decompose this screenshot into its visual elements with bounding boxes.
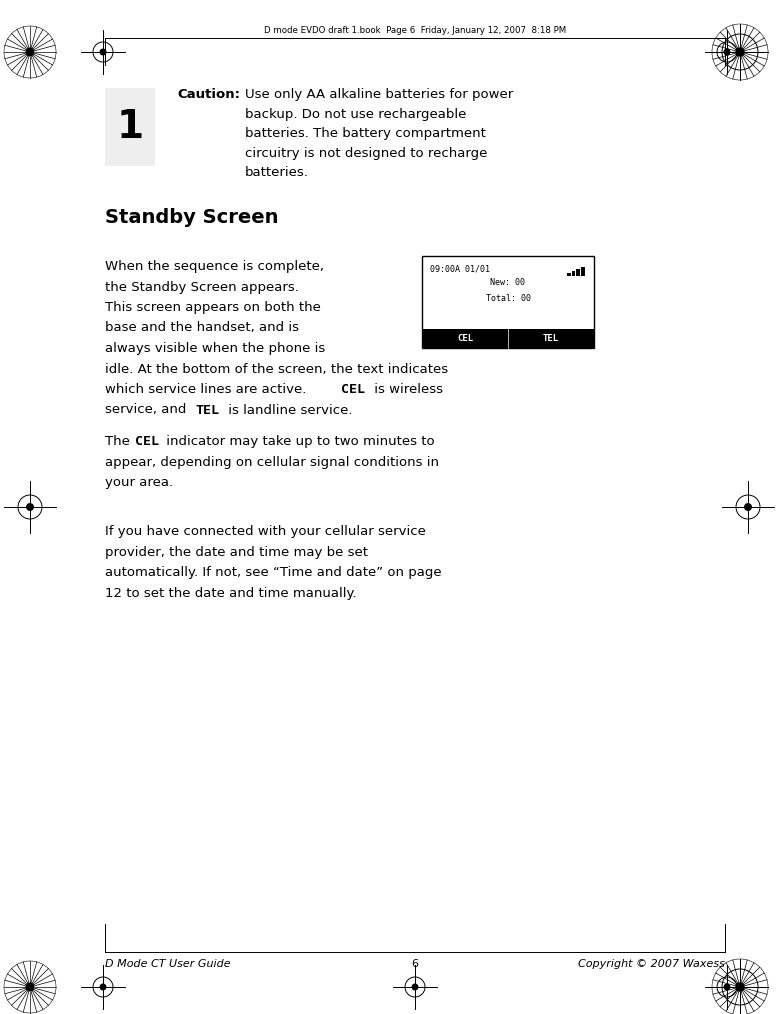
Bar [105, 88, 155, 166]
Circle shape [100, 49, 107, 56]
Text: is landline service.: is landline service. [224, 404, 352, 417]
Circle shape [724, 984, 731, 991]
Bar [581, 267, 585, 276]
Text: your area.: your area. [105, 477, 173, 490]
Text: CEL: CEL [341, 383, 365, 396]
Circle shape [735, 48, 745, 57]
Text: base and the handset, and is: base and the handset, and is [105, 321, 299, 335]
Text: This screen appears on both the: This screen appears on both the [105, 301, 321, 314]
Circle shape [26, 983, 34, 992]
Circle shape [735, 48, 745, 57]
Text: circuitry is not designed to recharge: circuitry is not designed to recharge [245, 146, 487, 159]
Text: 12 to set the date and time manually.: 12 to set the date and time manually. [105, 587, 356, 600]
Text: 09:00A 01/01: 09:00A 01/01 [430, 264, 490, 273]
Text: New: 00: New: 00 [490, 278, 525, 287]
Bar [567, 273, 570, 276]
Bar [576, 269, 580, 276]
Text: Standby Screen: Standby Screen [105, 208, 279, 227]
Text: CEL: CEL [135, 435, 159, 448]
Text: Caution:: Caution: [177, 88, 240, 101]
Text: service, and: service, and [105, 404, 191, 417]
Text: The: The [105, 435, 134, 448]
Text: the Standby Screen appears.: the Standby Screen appears. [105, 281, 299, 293]
Bar [572, 271, 576, 276]
Bar [422, 329, 594, 348]
Text: If you have connected with your cellular service: If you have connected with your cellular… [105, 525, 426, 538]
Text: idle. At the bottom of the screen, the text indicates: idle. At the bottom of the screen, the t… [105, 362, 448, 375]
Text: CEL: CEL [457, 334, 473, 343]
Text: 1: 1 [117, 108, 144, 146]
Circle shape [100, 984, 107, 991]
Text: Copyright © 2007 Waxess: Copyright © 2007 Waxess [578, 959, 725, 969]
Text: is wireless: is wireless [370, 383, 443, 396]
Text: Use only AA alkaline batteries for power: Use only AA alkaline batteries for power [245, 88, 513, 101]
Text: TEL: TEL [543, 334, 559, 343]
Text: When the sequence is complete,: When the sequence is complete, [105, 260, 324, 273]
Text: indicator may take up to two minutes to: indicator may take up to two minutes to [163, 435, 435, 448]
Text: automatically. If not, see “Time and date” on page: automatically. If not, see “Time and dat… [105, 567, 442, 579]
Circle shape [26, 503, 34, 511]
Text: batteries.: batteries. [245, 166, 309, 179]
Text: which service lines are active.: which service lines are active. [105, 383, 310, 396]
Text: Total: 00: Total: 00 [485, 294, 531, 303]
Circle shape [724, 49, 731, 56]
Text: provider, the date and time may be set: provider, the date and time may be set [105, 546, 368, 559]
Text: TEL: TEL [195, 404, 219, 417]
Circle shape [735, 983, 745, 992]
Circle shape [412, 984, 419, 991]
Bar [422, 256, 594, 348]
Circle shape [26, 48, 34, 57]
Text: D Mode CT User Guide: D Mode CT User Guide [105, 959, 230, 969]
Text: always visible when the phone is: always visible when the phone is [105, 342, 325, 355]
Circle shape [744, 503, 752, 511]
Text: backup. Do not use rechargeable: backup. Do not use rechargeable [245, 107, 466, 121]
Text: batteries. The battery compartment: batteries. The battery compartment [245, 127, 486, 140]
Text: D mode EVDO draft 1.book  Page 6  Friday, January 12, 2007  8:18 PM: D mode EVDO draft 1.book Page 6 Friday, … [264, 26, 566, 35]
Text: appear, depending on cellular signal conditions in: appear, depending on cellular signal con… [105, 455, 439, 468]
Text: 6: 6 [412, 959, 419, 969]
Circle shape [735, 983, 745, 992]
